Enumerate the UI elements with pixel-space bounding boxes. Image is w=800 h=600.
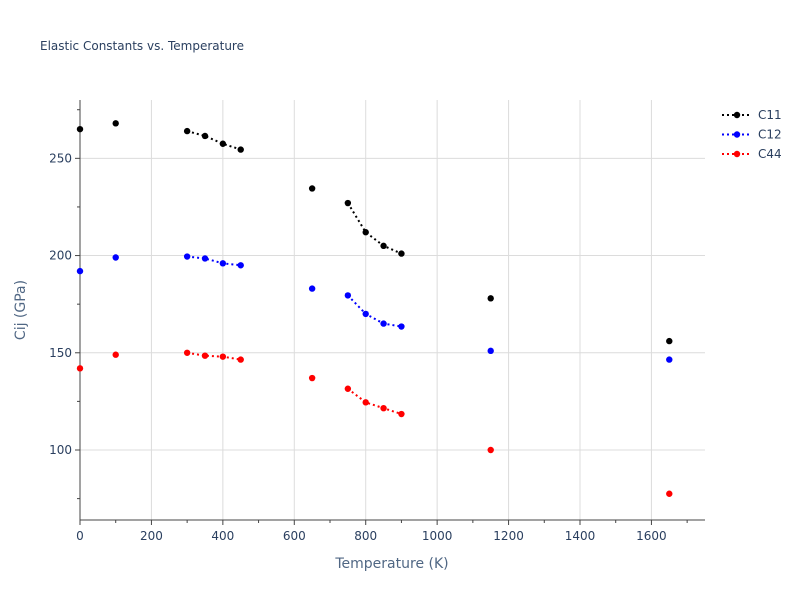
data-point[interactable] xyxy=(201,255,209,262)
series-line xyxy=(347,294,402,328)
data-point[interactable] xyxy=(487,347,494,355)
data-point[interactable] xyxy=(398,410,405,418)
data-point[interactable] xyxy=(344,385,352,392)
data-point[interactable] xyxy=(219,260,227,267)
data-point[interactable] xyxy=(666,356,673,363)
data-point[interactable] xyxy=(183,349,191,356)
x-tick-label: 1200 xyxy=(493,529,524,543)
legend-swatch-marker xyxy=(733,111,741,119)
x-tick-label: 1000 xyxy=(422,529,453,543)
data-point[interactable] xyxy=(219,140,227,147)
data-point[interactable] xyxy=(183,253,191,260)
y-tick-label: 150 xyxy=(49,346,72,360)
x-tick-label: 400 xyxy=(211,529,234,543)
y-tick-label: 250 xyxy=(49,151,72,165)
x-tick-label: 600 xyxy=(283,529,306,543)
series-line xyxy=(187,255,241,267)
legend-swatch-marker xyxy=(733,150,741,158)
data-point[interactable] xyxy=(487,295,494,302)
chart-title: Elastic Constants vs. Temperature xyxy=(40,39,244,53)
legend-label: C12 xyxy=(758,128,782,142)
data-point[interactable] xyxy=(76,125,84,133)
x-tick-label: 800 xyxy=(354,529,377,543)
legend-swatch-marker xyxy=(733,131,741,138)
series-line xyxy=(347,387,402,415)
data-point[interactable] xyxy=(112,254,119,261)
data-point[interactable] xyxy=(112,351,119,358)
data-point[interactable] xyxy=(666,490,673,497)
data-point[interactable] xyxy=(237,146,244,153)
legend-item-c12[interactable]: C12 xyxy=(722,128,782,142)
data-point[interactable] xyxy=(308,374,316,382)
data-point[interactable] xyxy=(76,267,84,275)
data-point[interactable] xyxy=(380,242,387,250)
x-axis-title: Temperature (K) xyxy=(334,556,448,572)
series-c12 xyxy=(76,253,673,363)
data-point[interactable] xyxy=(112,120,119,127)
data-point[interactable] xyxy=(308,185,316,192)
series-c44 xyxy=(76,349,673,497)
data-point[interactable] xyxy=(219,353,227,360)
x-tick-label: 1400 xyxy=(565,529,596,543)
x-tick-label: 1600 xyxy=(636,529,667,543)
data-point[interactable] xyxy=(201,132,209,140)
legend-item-c11[interactable]: C11 xyxy=(722,108,782,122)
data-point[interactable] xyxy=(237,262,244,269)
y-tick-label: 200 xyxy=(49,249,72,263)
x-tick-label: 200 xyxy=(140,529,163,543)
data-point[interactable] xyxy=(308,285,316,292)
data-point[interactable] xyxy=(344,199,352,207)
data-point[interactable] xyxy=(237,356,244,363)
data-point[interactable] xyxy=(183,127,191,135)
x-tick-label: 0 xyxy=(76,529,84,543)
data-point[interactable] xyxy=(344,292,352,299)
data-point[interactable] xyxy=(362,310,369,318)
legend-item-c44[interactable]: C44 xyxy=(722,147,782,161)
data-point[interactable] xyxy=(666,337,673,345)
data-point[interactable] xyxy=(380,320,387,327)
series xyxy=(76,120,673,497)
data-point[interactable] xyxy=(76,365,84,372)
data-point[interactable] xyxy=(201,352,209,359)
data-point[interactable] xyxy=(362,229,369,236)
gridlines xyxy=(80,100,705,520)
series-line xyxy=(347,202,402,255)
series-line xyxy=(186,351,241,361)
data-point[interactable] xyxy=(398,323,405,330)
data-point[interactable] xyxy=(380,404,387,412)
data-point[interactable] xyxy=(487,446,494,454)
series-c11 xyxy=(76,120,673,345)
legend[interactable]: C11 C12 C44 xyxy=(722,108,782,161)
data-point[interactable] xyxy=(398,250,405,257)
data-point[interactable] xyxy=(362,399,369,406)
legend-label: C11 xyxy=(758,108,782,122)
y-axis-title: Cij (GPa) xyxy=(13,280,29,340)
axes: 0 200 400 600 800 1000 1200 1400 1600 100 150 200 25… xyxy=(49,100,705,543)
series-line xyxy=(186,130,242,151)
legend-label: C44 xyxy=(758,147,782,161)
y-tick-label: 100 xyxy=(49,443,72,457)
